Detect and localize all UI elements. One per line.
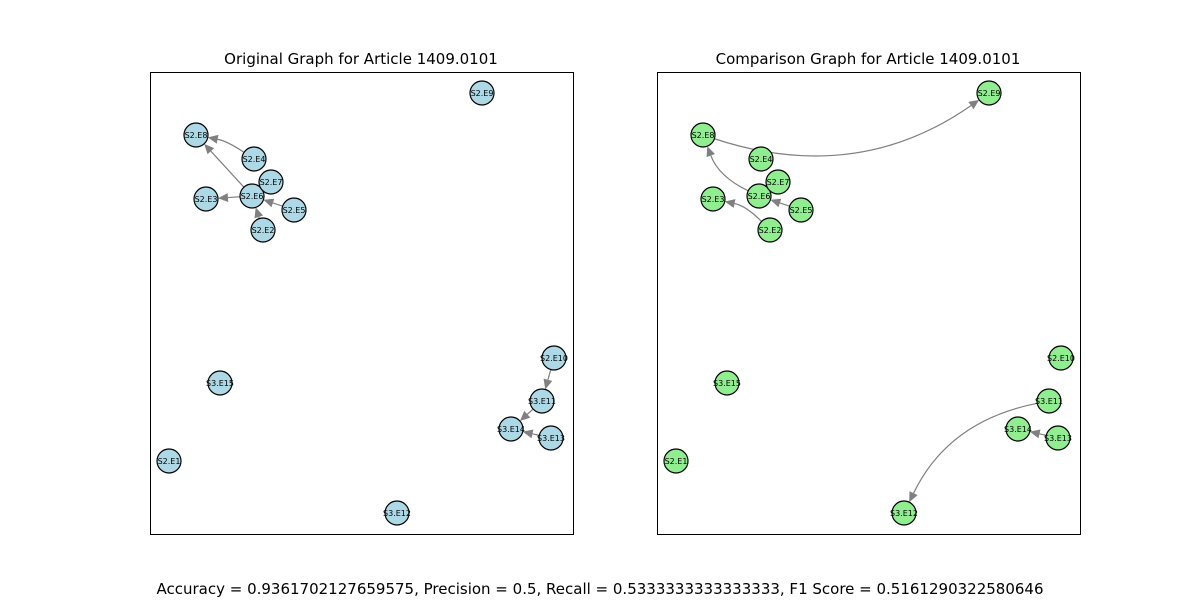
original-node-s3-e13-label: S3.E13 bbox=[537, 434, 565, 443]
original-node-s2-e7-label: S2.E7 bbox=[260, 178, 283, 187]
original-node-s2-e9-label: S2.E9 bbox=[471, 89, 494, 98]
comparison-node-s2-e2-label: S2.E2 bbox=[759, 226, 782, 235]
comparison-graph-frame bbox=[657, 72, 1081, 535]
comparison-edge-s3-e13-to-s3-e14-arrowhead bbox=[1029, 429, 1041, 439]
original-node-s3-e14 bbox=[498, 416, 524, 442]
original-graph-edges bbox=[204, 134, 553, 439]
comparison-node-s2-e7 bbox=[765, 169, 791, 195]
original-edge-s3-e11-to-s3-e14 bbox=[526, 408, 534, 415]
original-node-s2-e6 bbox=[239, 183, 265, 209]
comparison-edge-s2-e5-to-s2-e6 bbox=[779, 202, 790, 207]
comparison-node-s3-e15-label: S3.E15 bbox=[713, 379, 741, 388]
comparison-node-s3-e14 bbox=[1005, 416, 1031, 442]
original-graph-frame bbox=[150, 72, 574, 535]
original-node-s3-e12-label: S3.E12 bbox=[383, 509, 411, 518]
comparison-edge-s3-e13-to-s3-e14 bbox=[1039, 433, 1047, 436]
original-edge-s2-e6-to-s2-e8 bbox=[210, 150, 245, 188]
comparison-node-s2-e2 bbox=[757, 217, 783, 243]
comparison-edge-s3-e11-to-s3-e12-arrowhead bbox=[909, 491, 918, 503]
comparison-node-s2-e4 bbox=[748, 146, 774, 172]
original-edge-s2-e6-to-s2-e8-arrowhead bbox=[204, 143, 215, 155]
comparison-node-s2-e10-label: S2.E10 bbox=[1047, 354, 1075, 363]
comparison-node-s3-e15 bbox=[714, 370, 740, 396]
comparison-node-s3-e12 bbox=[891, 500, 917, 526]
comparison-node-s3-e13-label: S3.E13 bbox=[1044, 434, 1072, 443]
original-node-s2-e5 bbox=[281, 197, 307, 223]
original-node-s3-e11 bbox=[529, 388, 555, 414]
original-node-s3-e14-label: S3.E14 bbox=[497, 425, 525, 434]
original-node-s3-e11-label: S3.E11 bbox=[528, 397, 556, 406]
original-node-s2-e6-label: S2.E6 bbox=[241, 192, 264, 201]
comparison-edge-s2-e2-to-s2-e3-arrowhead bbox=[724, 199, 736, 208]
comparison-node-s2-e10 bbox=[1048, 345, 1074, 371]
metrics-summary: Accuracy = 0.9361702127659575, Precision… bbox=[156, 580, 1043, 598]
original-edge-s2-e6-to-s2-e3 bbox=[227, 196, 241, 199]
comparison-edge-s2-e8-to-s2-e9-arrowhead bbox=[968, 99, 980, 110]
comparison-graph-nodes: S2.E1 S2.E2 S2.E3 S2.E4 S2.E5 S2.E6 S2.E7 S2.E8… bbox=[663, 80, 1075, 526]
comparison-node-s2-e7-label: S2.E7 bbox=[767, 178, 790, 187]
comparison-graph-edges bbox=[706, 99, 1047, 503]
original-node-s2-e9 bbox=[469, 80, 495, 106]
original-node-s3-e12 bbox=[384, 500, 410, 526]
comparison-edge-s2-e6-to-s2-e8 bbox=[710, 155, 749, 192]
original-node-s3-e13 bbox=[538, 425, 564, 451]
original-node-s2-e3-label: S2.E3 bbox=[195, 195, 218, 204]
comparison-node-s3-e12-label: S3.E12 bbox=[890, 509, 918, 518]
comparison-edge-s2-e8-to-s2-e9 bbox=[714, 105, 972, 157]
comparison-node-s2-e3 bbox=[700, 186, 726, 212]
original-node-s2-e4-label: S2.E4 bbox=[243, 155, 266, 164]
comparison-graph-title: Comparison Graph for Article 1409.0101 bbox=[716, 50, 1021, 68]
comparison-edge-s2-e6-to-s2-e8-arrowhead bbox=[706, 146, 716, 158]
original-edge-s2-e6-to-s2-e3-arrowhead bbox=[217, 193, 229, 203]
original-node-s2-e2-label: S2.E2 bbox=[252, 226, 275, 235]
comparison-node-s3-e13 bbox=[1045, 425, 1071, 451]
original-node-s2-e1 bbox=[156, 448, 182, 474]
comparison-node-s2-e6 bbox=[746, 183, 772, 209]
original-edge-s3-e11-to-s3-e14-arrowhead bbox=[519, 410, 531, 421]
original-graph-nodes: S2.E1 S2.E2 S2.E3 S2.E4 S2.E5 S2.E6 S2.E7 S2.E8… bbox=[156, 80, 568, 526]
comparison-node-s2-e5-label: S2.E5 bbox=[790, 206, 813, 215]
original-edge-s2-e4-to-s2-e8-arrowhead bbox=[207, 134, 219, 144]
comparison-node-s2-e4-label: S2.E4 bbox=[750, 155, 773, 164]
original-node-s2-e1-label: S2.E1 bbox=[158, 457, 181, 466]
comparison-edge-s2-e2-to-s2-e3 bbox=[734, 202, 762, 222]
original-node-s2-e10-label: S2.E10 bbox=[540, 354, 568, 363]
comparison-edge-s3-e11-to-s3-e12 bbox=[913, 402, 1038, 494]
original-edge-s2-e5-to-s2-e6 bbox=[272, 202, 283, 207]
original-node-s2-e5-label: S2.E5 bbox=[283, 206, 306, 215]
comparison-node-s2-e5 bbox=[788, 197, 814, 223]
original-node-s3-e15-label: S3.E15 bbox=[206, 379, 234, 388]
original-node-s2-e3 bbox=[193, 186, 219, 212]
comparison-node-s3-e14-label: S3.E14 bbox=[1004, 425, 1032, 434]
comparison-node-s2-e1-label: S2.E1 bbox=[665, 457, 688, 466]
comparison-node-s3-e11 bbox=[1036, 388, 1062, 414]
original-node-s2-e2 bbox=[250, 217, 276, 243]
comparison-node-s2-e8-label: S2.E8 bbox=[692, 131, 715, 140]
original-node-s2-e10 bbox=[541, 345, 567, 371]
original-edge-s2-e2-to-s2-e6-arrowhead bbox=[254, 207, 264, 219]
original-node-s2-e4 bbox=[241, 146, 267, 172]
original-node-s2-e7 bbox=[258, 169, 284, 195]
comparison-node-s2-e8 bbox=[690, 122, 716, 148]
original-node-s2-e8-label: S2.E8 bbox=[185, 131, 208, 140]
comparison-graph-panel: Comparison Graph for Article 1409.0101 S… bbox=[657, 50, 1081, 535]
comparison-node-s2-e6-label: S2.E6 bbox=[748, 192, 771, 201]
original-node-s3-e15 bbox=[207, 370, 233, 396]
comparison-node-s2-e9-label: S2.E9 bbox=[978, 89, 1001, 98]
original-edge-s2-e5-to-s2-e6-arrowhead bbox=[263, 198, 275, 208]
original-edge-s3-e13-to-s3-e14-arrowhead bbox=[522, 429, 534, 439]
comparison-node-s3-e11-label: S3.E11 bbox=[1035, 397, 1063, 406]
comparison-node-s2-e9 bbox=[976, 80, 1002, 106]
original-graph-title: Original Graph for Article 1409.0101 bbox=[224, 50, 498, 68]
original-edge-s3-e13-to-s3-e14 bbox=[532, 433, 540, 436]
original-node-s2-e8 bbox=[183, 122, 209, 148]
comparison-node-s2-e3-label: S2.E3 bbox=[702, 195, 725, 204]
original-edge-s2-e10-to-s3-e11-arrowhead bbox=[543, 378, 553, 390]
original-edge-s2-e10-to-s3-e11 bbox=[547, 369, 552, 380]
comparison-node-s2-e1 bbox=[663, 448, 689, 474]
comparison-edge-s2-e5-to-s2-e6-arrowhead bbox=[770, 198, 782, 208]
original-edge-s2-e4-to-s2-e8 bbox=[217, 138, 245, 153]
original-graph-panel: Original Graph for Article 1409.0101 S2.… bbox=[150, 50, 574, 535]
